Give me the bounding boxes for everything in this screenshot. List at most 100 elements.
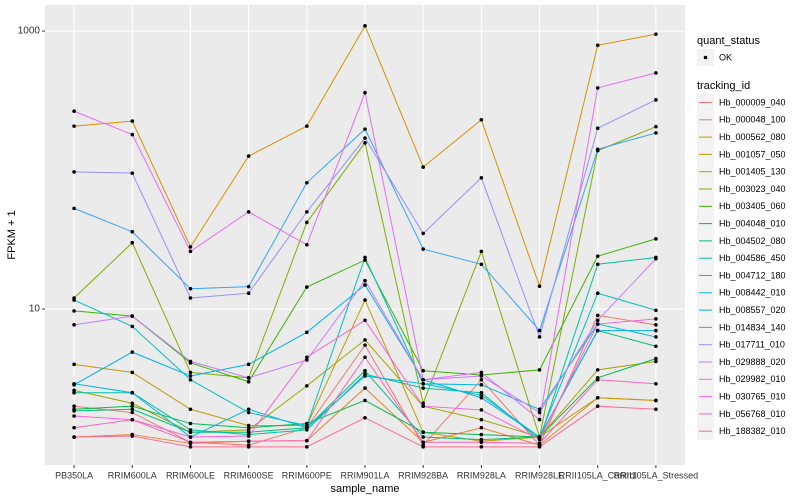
data-point: [72, 390, 76, 395]
x-tick-label: RRIM600LA: [108, 470, 157, 480]
data-point: [537, 335, 542, 339]
data-point: [654, 328, 658, 333]
data-point: [246, 410, 251, 415]
data-point: [654, 381, 658, 386]
data-point: [246, 425, 251, 430]
x-tick-label: RRII105LA_Control: [559, 470, 637, 480]
data-point: [537, 368, 542, 372]
data-point: [363, 298, 367, 302]
data-point: [595, 328, 600, 333]
data-point: [246, 210, 251, 214]
data-point: [537, 284, 542, 289]
legend-label: Hb_001057_050: [719, 149, 786, 159]
data-point: [479, 262, 484, 267]
data-point: [479, 425, 484, 430]
data-point: [595, 318, 600, 323]
data-point: [537, 445, 542, 449]
data-point: [72, 109, 76, 114]
legend-label: Hb_000562_080: [719, 132, 786, 142]
legend-label: Hb_001405_130: [719, 167, 786, 177]
data-point: [188, 359, 193, 364]
x-tick-label: RRIM928BA: [398, 470, 448, 480]
data-point: [421, 430, 425, 434]
data-point: [595, 254, 600, 258]
data-point: [72, 435, 76, 439]
data-point: [72, 298, 76, 302]
data-point: [130, 417, 135, 422]
data-point: [595, 262, 600, 267]
data-point: [537, 441, 542, 446]
data-point: [246, 376, 251, 380]
data-point: [479, 440, 484, 445]
data-point: [654, 356, 658, 361]
data-point: [305, 285, 309, 289]
data-point: [421, 377, 425, 382]
data-point: [654, 323, 658, 327]
data-point: [363, 374, 367, 378]
data-point: [479, 175, 484, 180]
data-point: [595, 291, 600, 296]
data-point: [363, 398, 367, 403]
data-point: [305, 355, 309, 360]
data-point: [479, 370, 484, 375]
data-point: [479, 437, 484, 442]
legend-label: Hb_000048_100: [719, 115, 786, 125]
data-point: [654, 237, 658, 241]
x-tick-label: RRIM928LE: [515, 470, 564, 480]
x-tick-label: RRII105LA_Stressed: [614, 470, 699, 480]
data-point: [188, 370, 193, 375]
data-point: [654, 308, 658, 313]
data-point: [130, 240, 135, 245]
legend-label: Hb_030765_010: [719, 391, 786, 401]
data-point: [537, 328, 542, 333]
data-point: [595, 147, 600, 152]
data-point: [363, 338, 367, 342]
data-point: [188, 249, 193, 254]
data-point: [130, 434, 135, 438]
data-point: [305, 384, 309, 388]
data-point: [363, 141, 367, 145]
data-point: [246, 445, 251, 449]
data-point: [188, 377, 193, 382]
data-point: [305, 220, 309, 225]
data-point: [130, 314, 135, 318]
data-point: [130, 404, 135, 408]
legend-label: Hb_014834_140: [719, 322, 786, 332]
data-point: [188, 445, 193, 449]
data-point: [421, 231, 425, 236]
data-point: [479, 383, 484, 387]
data-point: [363, 278, 367, 283]
data-point: [72, 309, 76, 313]
data-point: [595, 313, 600, 318]
data-point: [246, 284, 251, 289]
data-point: [537, 407, 542, 412]
data-point: [595, 43, 600, 48]
data-point: [188, 435, 193, 439]
data-point: [72, 206, 76, 211]
legend-label: Hb_008557_020: [719, 305, 786, 315]
data-point: [72, 323, 76, 327]
data-point: [188, 245, 193, 249]
data-point: [421, 381, 425, 386]
data-point: [421, 440, 425, 445]
data-point: [479, 393, 484, 397]
data-point: [654, 317, 658, 321]
data-point: [130, 401, 135, 406]
data-point: [363, 90, 367, 95]
legend-label: Hb_056768_010: [719, 409, 786, 419]
data-point: [479, 374, 484, 378]
data-point: [72, 383, 76, 387]
data-point: [595, 86, 600, 90]
data-point: [421, 445, 425, 449]
data-point: [363, 136, 367, 140]
x-tick-label: RRIM901LA: [340, 470, 389, 480]
data-point: [421, 247, 425, 251]
data-point: [363, 343, 367, 347]
data-point: [654, 335, 658, 339]
data-point: [363, 258, 367, 262]
data-point: [363, 127, 367, 131]
x-tick-label: RRIM600LE: [166, 470, 215, 480]
legend-title: tracking_id: [697, 80, 750, 92]
x-tick-label: RRIM928LA: [457, 470, 506, 480]
